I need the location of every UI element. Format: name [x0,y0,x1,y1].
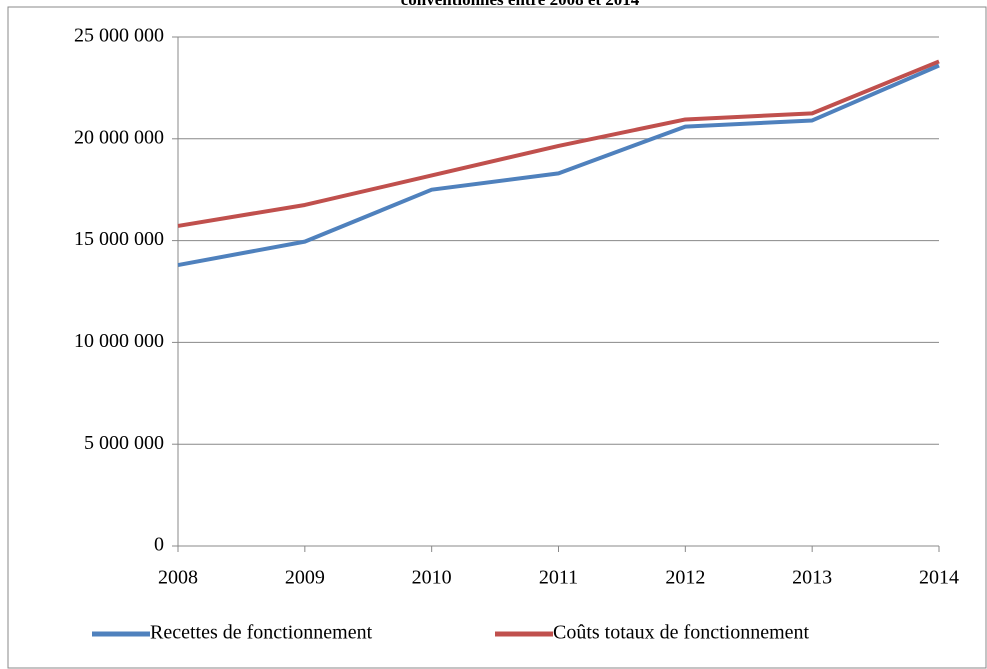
y-tick-label: 5 000 000 [84,432,164,454]
y-tick-label: 15 000 000 [74,228,164,250]
x-tick-label: 2011 [539,567,578,589]
x-tick-label: 2009 [285,567,325,589]
x-tick-label: 2010 [412,567,452,589]
x-tick-label: 2014 [919,567,959,589]
series-line [177,63,940,267]
x-tick-label: 2012 [665,567,705,589]
y-tick-label: 0 [154,534,164,556]
y-tick-label: 10 000 000 [74,330,164,352]
chart-title: conventionnés entre 2008 et 2014 [401,0,640,9]
series-line [177,59,940,228]
x-tick-label: 2013 [792,567,832,589]
y-tick-label: 20 000 000 [74,126,164,148]
y-tick-label: 25 000 000 [74,25,164,47]
legend-label: Coûts totaux de fonctionnement [553,622,810,644]
x-tick-label: 2008 [158,567,198,589]
legend-label: Recettes de fonctionnement [150,622,373,644]
chart-frame [7,6,987,669]
